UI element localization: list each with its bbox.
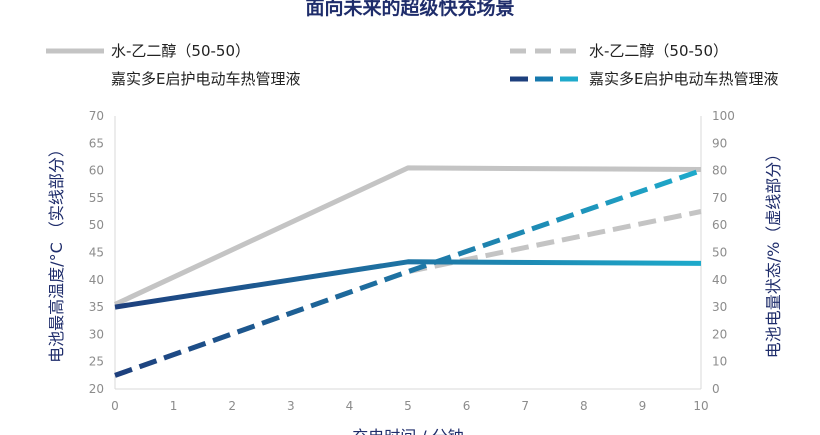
x-tick-label: 7 — [521, 399, 529, 413]
y-right-tick-label: 60 — [712, 218, 727, 232]
legend: 水-乙二醇（50-50） 嘉实多E启护电动车热管理液 水-乙二醇（50-50） … — [46, 42, 778, 88]
chart-title: 面向未来的超级快充场景 — [305, 0, 514, 19]
y-right-tick-label: 40 — [712, 273, 727, 287]
y-left-tick-label: 60 — [89, 164, 104, 178]
x-tick-label: 1 — [170, 399, 178, 413]
y-axis-left-title: 电池最高温度/°C （实线部分） — [47, 141, 66, 363]
y-right-tick-label: 100 — [712, 109, 735, 123]
x-tick-label: 4 — [346, 399, 354, 413]
y-left-tick-label: 40 — [89, 273, 104, 287]
y-left-tick-label: 70 — [89, 109, 104, 123]
legend-label-water-glycol-dashed: 水-乙二醇（50-50） — [589, 42, 728, 60]
y-left-tick-label: 55 — [89, 191, 104, 205]
x-tick-label: 5 — [404, 399, 412, 413]
legend-label-water-glycol-solid: 水-乙二醇（50-50） — [111, 42, 250, 60]
y-right-tick-label: 20 — [712, 327, 727, 341]
y-right-tick-label: 0 — [712, 382, 720, 396]
x-axis-ticks: 0 1 2 3 4 5 6 7 8 9 10 — [111, 399, 708, 413]
y-right-tick-label: 10 — [712, 355, 727, 369]
y-left-tick-label: 65 — [89, 136, 104, 150]
series-water-glycol-temperature — [113, 165, 702, 307]
y-right-tick-label: 80 — [712, 164, 727, 178]
y-right-tick-label: 30 — [712, 300, 727, 314]
y-left-tick-label: 35 — [89, 300, 104, 314]
y-left-tick-label: 20 — [89, 382, 104, 396]
y-left-tick-label: 45 — [89, 246, 104, 260]
y-axis-right-ticks: 0 10 20 30 40 50 60 70 80 90 100 — [712, 109, 735, 396]
series-water-glycol-soc — [114, 209, 702, 378]
y-axis-left-ticks: 20 25 30 35 40 45 50 55 60 65 70 — [89, 109, 104, 396]
x-tick-label: 8 — [580, 399, 588, 413]
y-left-tick-label: 30 — [89, 327, 104, 341]
y-left-tick-label: 25 — [89, 355, 104, 369]
series-castrol-soc — [114, 168, 702, 378]
y-right-tick-label: 70 — [712, 191, 727, 205]
y-left-tick-label: 50 — [89, 218, 104, 232]
y-right-tick-label: 90 — [712, 136, 727, 150]
legend-label-castrol-dashed: 嘉实多E启护电动车热管理液 — [589, 70, 778, 88]
legend-label-castrol-solid: 嘉实多E启护电动车热管理液 — [111, 70, 300, 88]
x-tick-label: 10 — [693, 399, 708, 413]
plot-area — [113, 165, 702, 378]
series-castrol-temperature — [114, 259, 702, 310]
y-axis-right-title: 电池电量状态/%（虚线部分） — [764, 146, 783, 359]
x-tick-label: 6 — [463, 399, 471, 413]
x-tick-label: 3 — [287, 399, 295, 413]
y-right-tick-label: 50 — [712, 246, 727, 260]
x-tick-label: 9 — [639, 399, 647, 413]
x-tick-label: 2 — [228, 399, 236, 413]
x-tick-label: 0 — [111, 399, 119, 413]
x-axis-title: 充电时间 / 分钟 — [352, 427, 464, 435]
